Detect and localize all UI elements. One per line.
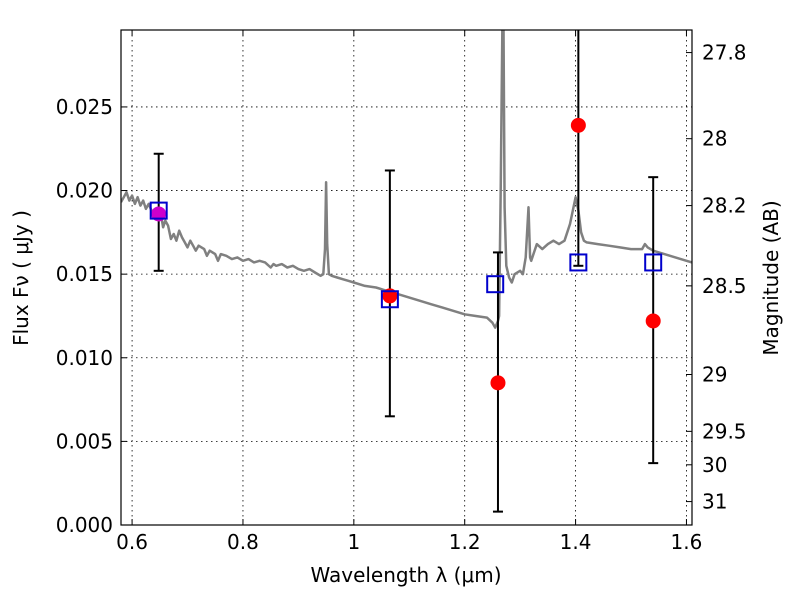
model-points-layer: [149, 201, 663, 309]
magnitude-axis-title: Magnitude (AB): [759, 200, 783, 355]
x-tick-label: 1: [347, 530, 360, 554]
y-tick-label: 0.000: [56, 513, 113, 537]
model-flux-square: [486, 275, 505, 294]
model-flux-square: [644, 253, 663, 272]
magnitude-axis-ticks: 27.8 28 28.2 28.5 29 29.5 30 31: [686, 41, 747, 514]
magnitude-tick-label: 29.5: [702, 419, 747, 443]
x-axis-title: Wavelength λ (μm): [310, 563, 501, 587]
spectrum-layer: [121, 30, 692, 329]
model-flux-square: [380, 290, 399, 309]
y-axis-title: Flux Fν ( μJy ): [9, 210, 33, 346]
magnitude-tick-label: 28: [702, 127, 727, 151]
y-axis-ticks: 0.000 0.005 0.010 0.015 0.020 0.025: [56, 95, 127, 537]
magnitude-tick-label: 28.2: [702, 194, 747, 218]
magnitude-tick-label: 28.5: [702, 274, 747, 298]
observed-flux-point: [645, 313, 661, 329]
magnitude-tick-label: 27.8: [702, 41, 747, 65]
x-tick-label: 1.4: [560, 530, 592, 554]
model-flux-square: [569, 253, 588, 272]
model-flux-square: [149, 201, 168, 220]
plot-frame: [120, 29, 693, 526]
y-tick-label: 0.010: [56, 346, 113, 370]
y-tick-label: 0.025: [56, 95, 113, 119]
observed-flux-point: [490, 375, 506, 391]
y-tick-label: 0.020: [56, 179, 113, 203]
x-tick-label: 1.2: [449, 530, 481, 554]
spectrum-line: [121, 30, 692, 329]
magnitude-tick-label: 29: [702, 362, 727, 386]
y-tick-label: 0.005: [56, 429, 113, 453]
x-axis-ticks: 0.6 0.8 1 1.2 1.4 1.6: [116, 30, 702, 554]
x-tick-label: 0.8: [227, 530, 259, 554]
magnitude-tick-label: 30: [702, 453, 727, 477]
x-tick-label: 0.6: [116, 530, 148, 554]
observed-flux-point: [570, 117, 586, 133]
y-tick-label: 0.015: [56, 262, 113, 286]
magnitude-tick-label: 31: [702, 490, 727, 514]
x-tick-label: 1.6: [671, 530, 703, 554]
plot-area: [121, 30, 692, 513]
